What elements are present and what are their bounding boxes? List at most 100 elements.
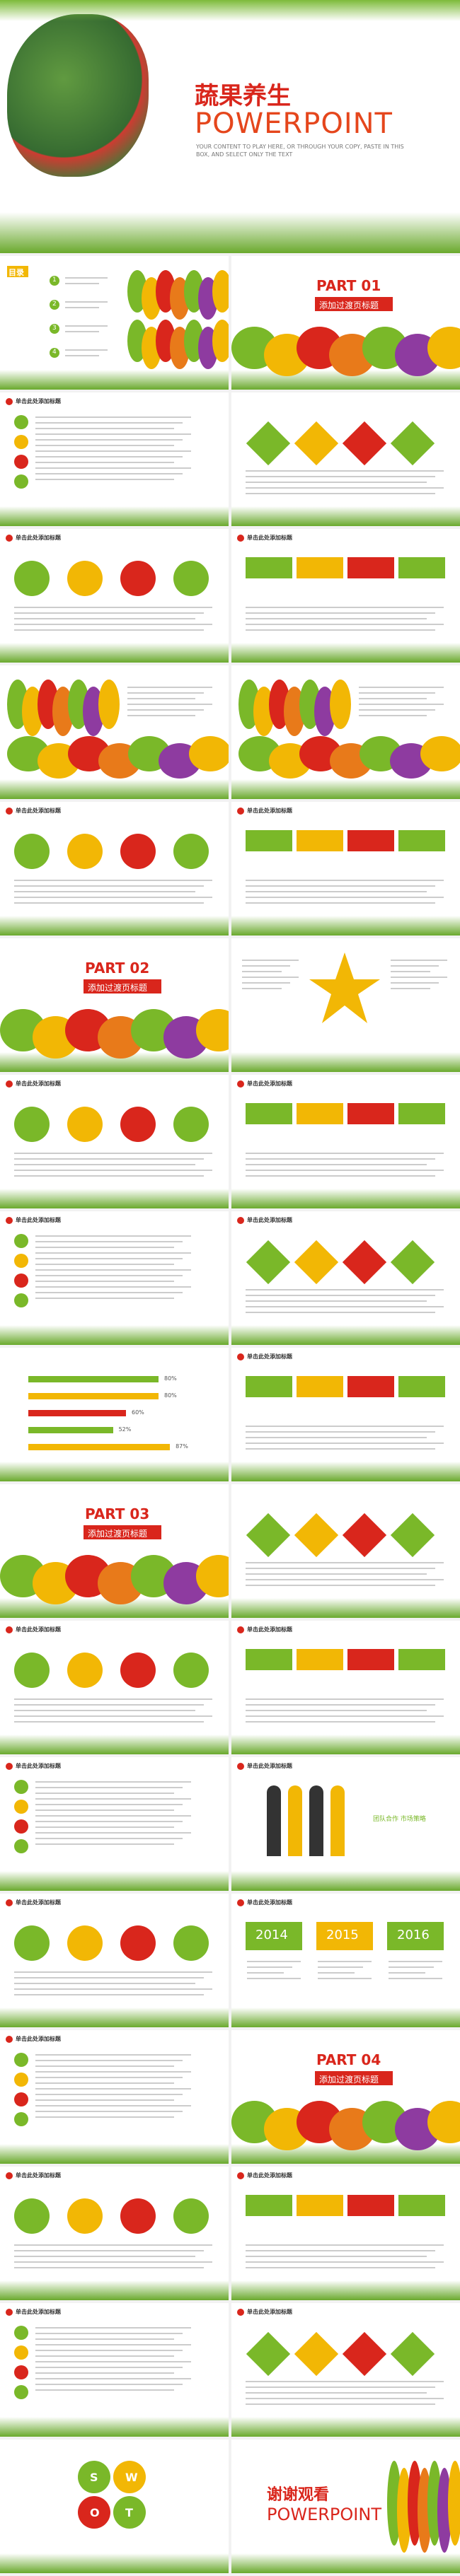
icon-shape: [294, 1513, 339, 1558]
part-label: PART 03: [85, 1505, 150, 1522]
grass: [0, 2417, 229, 2437]
vegetable: [195, 1009, 229, 1051]
part-title-bg: [315, 297, 393, 311]
team-label: 团队合作 市场策略: [373, 1816, 426, 1823]
text-line: [246, 1158, 435, 1160]
text-line: [246, 1426, 444, 1427]
slide: 单击此处添加标题: [0, 1075, 229, 1208]
icon-shape: [67, 834, 103, 869]
grass: [0, 1871, 229, 1891]
icon-shape: [342, 421, 387, 466]
grass: [231, 643, 460, 663]
toc-label-bg: [7, 266, 28, 277]
text-line: [14, 1164, 195, 1165]
apple-icon: [6, 1217, 13, 1224]
hero-subtitle: POWERPOINT: [195, 107, 393, 140]
end-title: 谢谢观看: [267, 2486, 330, 2504]
icon-shape: [120, 561, 156, 596]
toc-number: 1: [52, 276, 57, 284]
text-line: [391, 960, 447, 961]
slide-heading: 单击此处添加标题: [16, 1217, 61, 1223]
text-line: [14, 885, 204, 887]
text-line: [14, 1721, 204, 1723]
text-line: [246, 1170, 444, 1171]
icon-shape: [14, 435, 28, 449]
icon-shape: [120, 2198, 156, 2234]
part-title: 添加过渡页标题: [319, 2075, 379, 2085]
icon-shape: [14, 1839, 28, 1853]
text-line: [14, 2261, 212, 2263]
grass: [0, 643, 229, 663]
text-line: [246, 1562, 444, 1563]
grass: [0, 2007, 229, 2027]
grass: [231, 916, 460, 936]
icon-shape: [347, 2195, 394, 2216]
icon-shape: [297, 2195, 343, 2216]
icon-shape: [390, 2331, 435, 2377]
text-line: [14, 902, 204, 904]
toc-dot: [50, 276, 59, 286]
apple-icon: [237, 1626, 244, 1633]
icon-shape: [14, 2053, 28, 2067]
text-line: [246, 1300, 427, 1302]
text-line: [35, 2111, 183, 2112]
apple-icon: [6, 2036, 13, 2043]
slide: 单击此处添加标题: [231, 1348, 460, 1481]
text-line: [35, 433, 191, 435]
icon-shape: [294, 1240, 339, 1285]
text-line: [246, 1573, 427, 1575]
text-line: [246, 2244, 444, 2246]
slide: PART 04 添加过渡页标题: [231, 2030, 460, 2164]
slide-heading: 单击此处添加标题: [247, 808, 292, 814]
text-line: [242, 965, 290, 967]
grass: [0, 2553, 229, 2573]
slide-heading: 单击此处添加标题: [247, 1763, 292, 1769]
icon-shape: [342, 1240, 387, 1285]
part-title: 添加过渡页标题: [319, 301, 379, 310]
text-line: [35, 2355, 174, 2357]
text-line: [391, 977, 447, 978]
text-line: [242, 960, 299, 961]
vegetable: [427, 327, 460, 369]
grass: [231, 2280, 460, 2300]
icon-shape: [14, 2092, 28, 2106]
swot-letter: W: [125, 2471, 138, 2484]
slide: 单击此处添加标题: [0, 1211, 229, 1345]
text-line: [35, 1832, 191, 1834]
grass: [0, 1325, 229, 1345]
text-line: [65, 355, 99, 356]
icon-shape: [246, 2331, 291, 2377]
slide: [231, 665, 460, 799]
slide: 单击此处添加标题: [231, 802, 460, 936]
part-label: PART 02: [85, 960, 150, 977]
text-line: [35, 2327, 191, 2329]
swot-circle: [113, 2496, 146, 2529]
icon-shape: [398, 557, 445, 578]
grass: [0, 2144, 229, 2164]
apple-icon: [6, 1626, 13, 1633]
text-line: [35, 1809, 174, 1811]
text-line: [35, 2060, 183, 2061]
icon-shape: [14, 1254, 28, 1268]
slide: 单击此处添加标题: [231, 2167, 460, 2300]
text-line: [127, 704, 212, 705]
text-line: [35, 1843, 174, 1845]
icon-shape: [14, 1234, 28, 1248]
icon-shape: [297, 1376, 343, 1397]
toc-title: 目录: [8, 268, 24, 277]
toc-number: 2: [52, 301, 57, 308]
icon-shape: [67, 561, 103, 596]
grass: [0, 1189, 229, 1208]
icon-shape: [246, 1103, 292, 1124]
slide: [231, 1484, 460, 1618]
text-line: [246, 1306, 444, 1307]
icon-shape: [173, 1925, 209, 1961]
text-line: [35, 439, 183, 441]
text-line: [14, 1175, 204, 1177]
bar: [28, 1393, 159, 1399]
text-line: [246, 624, 444, 625]
icon-shape: [246, 1513, 291, 1558]
text-line: [246, 607, 444, 608]
icon-shape: [398, 830, 445, 851]
text-line: [35, 2088, 191, 2090]
